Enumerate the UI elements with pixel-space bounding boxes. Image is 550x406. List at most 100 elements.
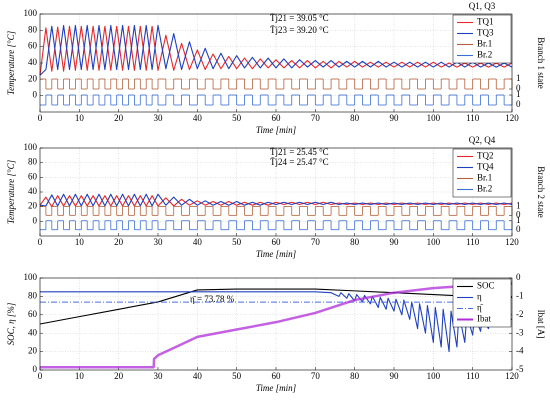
y-tick-label: 100 <box>24 8 38 18</box>
x-tick-label: 0 <box>38 113 43 123</box>
y-axis-label: Temperature [°C] <box>6 159 16 224</box>
y2-tick-label: 1 <box>516 200 521 210</box>
x-tick-label: 40 <box>193 237 203 247</box>
series-line <box>39 24 513 76</box>
series-line <box>39 193 513 207</box>
y2-tick-label: -1 <box>516 290 524 300</box>
y2-tick-label: 0 <box>516 224 521 234</box>
y-tick-label: 40 <box>28 57 38 67</box>
series-line <box>39 288 513 325</box>
y-tick-label: 0 <box>33 364 38 374</box>
legend-label: Br.1 <box>477 173 492 183</box>
x-tick-label: 50 <box>232 371 242 381</box>
legend-label: TQ2 <box>477 151 494 161</box>
legend-label: Ibat <box>477 314 491 324</box>
panel-title: Q1, Q3 <box>469 1 496 11</box>
x-tick-label: 110 <box>466 371 480 381</box>
y2-tick-label: -3 <box>516 327 524 337</box>
y2-tick-label: 1 <box>516 215 521 225</box>
series-line <box>39 25 513 76</box>
x-tick-label: 0 <box>38 371 43 381</box>
y-tick-label: 80 <box>28 290 38 300</box>
x-tick-label: 20 <box>114 237 124 247</box>
x-tick-label: 80 <box>350 113 360 123</box>
y2-tick-label: -5 <box>516 364 524 374</box>
y2-tick-label: 1 <box>516 73 521 83</box>
x-tick-label: 70 <box>311 113 321 123</box>
y-tick-label: 100 <box>24 142 38 152</box>
annotation: T̄j24 = 25.47 °C <box>270 157 329 167</box>
x-tick-label: 90 <box>390 113 400 123</box>
legend-label: TQ3 <box>477 28 494 38</box>
y-tick-label: 60 <box>28 171 38 181</box>
x-tick-label: 60 <box>272 371 282 381</box>
x-tick-label: 90 <box>390 371 400 381</box>
y-tick-label: 40 <box>28 186 38 196</box>
legend-label: TQ4 <box>477 162 494 172</box>
x-tick-label: 100 <box>427 371 441 381</box>
y-tick-label: 60 <box>28 309 38 319</box>
axes-frame <box>39 13 513 113</box>
x-tick-label: 80 <box>350 237 360 247</box>
x-tick-label: 10 <box>75 113 85 123</box>
legend-label: Br.2 <box>477 50 492 60</box>
x-tick-label: 30 <box>154 237 164 247</box>
series-line <box>40 291 513 353</box>
y2-tick-label: -4 <box>516 346 524 356</box>
y2-tick-label: 0 <box>516 209 521 219</box>
x-tick-label: 100 <box>427 113 441 123</box>
y-tick-label: 0 <box>33 90 38 100</box>
y-tick-label: 0 <box>33 215 38 225</box>
x-tick-label: 30 <box>154 371 164 381</box>
y-tick-label: 60 <box>28 41 38 51</box>
y2-tick-label: 0 <box>516 99 521 109</box>
legend-label: η <box>477 292 482 302</box>
x-tick-label: 90 <box>390 237 400 247</box>
y-tick-label: 100 <box>24 272 38 282</box>
x-tick-label: 20 <box>114 113 124 123</box>
legend-label: Br.1 <box>477 39 492 49</box>
annotation: T̄j23 = 39.20 °C <box>270 25 329 35</box>
x-tick-label: 110 <box>466 237 480 247</box>
legend-label: SOC <box>477 281 495 291</box>
x-tick-label: 10 <box>75 237 85 247</box>
x-tick-label: 0 <box>38 237 43 247</box>
x-axis-label: Time [min] <box>256 249 297 259</box>
x-tick-label: 50 <box>232 113 242 123</box>
legend-label: Br.2 <box>477 184 492 194</box>
y-tick-label: 40 <box>28 327 38 337</box>
y-axis-label: Temperature [°C] <box>6 30 16 95</box>
y2-tick-label: 0 <box>516 272 521 282</box>
x-tick-label: 10 <box>75 371 85 381</box>
y2-tick-label: -2 <box>516 309 524 319</box>
annotation: T̄j21 = 39.05 °C <box>270 13 329 23</box>
annotation: T̄j21 = 25.45 °C <box>270 147 329 157</box>
y-tick-label: 80 <box>28 24 38 34</box>
x-tick-label: 40 <box>193 113 203 123</box>
y-tick-label: 20 <box>28 73 38 83</box>
x-axis-label: Time [min] <box>256 125 297 135</box>
x-tick-label: 110 <box>466 113 480 123</box>
y-tick-label: 20 <box>28 346 38 356</box>
x-tick-label: 120 <box>505 237 519 247</box>
x-tick-label: 120 <box>505 371 519 381</box>
panel-title: Q2, Q4 <box>469 135 496 145</box>
series-line <box>40 282 513 369</box>
y-tick-label: 80 <box>28 157 38 167</box>
axes-frame <box>39 147 513 237</box>
x-tick-label: 60 <box>272 113 282 123</box>
x-tick-label: 60 <box>272 237 282 247</box>
x-tick-label: 70 <box>311 237 321 247</box>
legend-label: η̄ <box>477 303 484 313</box>
x-tick-label: 100 <box>427 237 441 247</box>
y2-axis-label: Branch 2 state <box>536 166 546 217</box>
legend-label: TQ1 <box>477 17 494 27</box>
y2-tick-label: 0 <box>516 83 521 93</box>
x-tick-label: 80 <box>350 371 360 381</box>
y-tick-label: 20 <box>28 201 38 211</box>
annotation: η̄ = 73.78 % <box>190 294 235 304</box>
x-tick-label: 20 <box>114 371 124 381</box>
x-tick-label: 120 <box>505 113 519 123</box>
x-tick-label: 70 <box>311 371 321 381</box>
